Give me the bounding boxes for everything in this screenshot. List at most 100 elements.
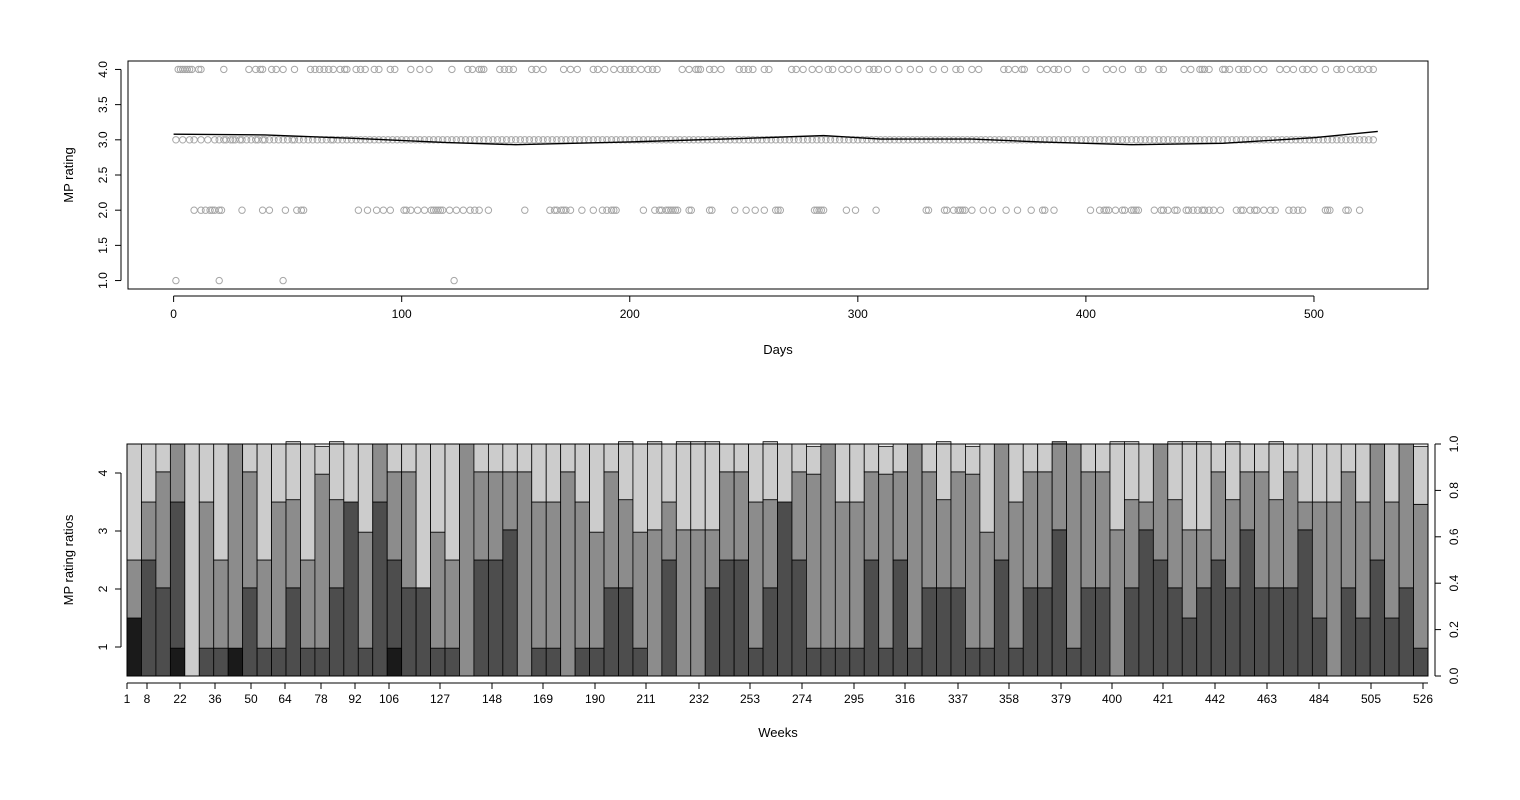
bar-segment-rating-4 xyxy=(589,443,605,533)
scatter-point-rating-2 xyxy=(297,206,305,214)
scatter-point-rating-2 xyxy=(459,206,467,214)
bar-segment-rating-2 xyxy=(1268,587,1284,677)
scatter-point-rating-3 xyxy=(767,136,775,144)
scatter-point-rating-3 xyxy=(425,136,433,144)
scatter-point-rating-4 xyxy=(528,65,536,74)
scatter-point-rating-2 xyxy=(742,206,750,214)
scatter-point-rating-2 xyxy=(708,206,716,214)
bar-segment-rating-2 xyxy=(314,647,330,677)
scatter-point-rating-4 xyxy=(375,65,383,74)
bar-segment-rating-2 xyxy=(1384,617,1400,677)
scatter-point-rating-4 xyxy=(694,65,702,74)
scatter-x-axis-label: Days xyxy=(763,342,793,357)
scatter-point-rating-2 xyxy=(1118,206,1127,214)
bar-segment-rating-3 xyxy=(386,471,403,561)
bar-plot-frame xyxy=(126,443,1429,677)
bar-x-tick-label: 148 xyxy=(482,692,502,706)
scatter-point-rating-2 xyxy=(258,206,267,214)
scatter-point-rating-2 xyxy=(760,206,768,214)
scatter-point-rating-3 xyxy=(1342,136,1350,144)
scatter-point-rating-2 xyxy=(281,206,290,214)
scatter-point-rating-4 xyxy=(391,65,399,74)
bar-segment-rating-4 xyxy=(487,443,504,473)
bar-segment-rating-3 xyxy=(921,471,937,589)
scatter-point-rating-3 xyxy=(863,136,871,144)
scatter-point-rating-4 xyxy=(256,65,264,74)
bar-segment-rating-2 xyxy=(1051,529,1068,677)
bar-segment-rating-3 xyxy=(1413,503,1429,649)
scatter-point-rating-3 xyxy=(1333,136,1341,144)
bar-x-tick-label: 337 xyxy=(948,692,968,706)
scatter-point-rating-3 xyxy=(1136,136,1145,144)
scatter-point-rating-2 xyxy=(190,206,198,214)
bar-segment-rating-2 xyxy=(574,647,590,677)
bar-x-tick-label: 190 xyxy=(585,692,605,706)
scatter-point-rating-4 xyxy=(765,65,773,74)
bar-segment-rating-3 xyxy=(328,499,345,589)
scatter-point-rating-3 xyxy=(480,136,488,144)
bar-segment-rating-4 xyxy=(1297,443,1313,503)
scatter-y-tick-label: 1.5 xyxy=(96,237,110,254)
bar-segment-rating-3 xyxy=(1311,501,1328,619)
scatter-point-rating-2 xyxy=(1289,206,1298,214)
bar-segment-rating-2 xyxy=(372,501,388,677)
bar-segment-rating-2 xyxy=(1311,617,1328,677)
bar-segment-rating-2 xyxy=(386,559,403,649)
scatter-point-rating-3 xyxy=(338,136,347,144)
scatter-point-rating-3 xyxy=(329,136,337,144)
scatter-point-rating-2 xyxy=(1111,206,1120,214)
bar-segment-rating-3 xyxy=(1340,471,1357,589)
scatter-point-rating-3 xyxy=(1013,136,1022,144)
scatter-point-rating-4 xyxy=(539,65,547,74)
bar-segment-rating-4 xyxy=(1210,443,1227,473)
scatter-point-rating-4 xyxy=(854,65,862,74)
bar-segment-rating-2 xyxy=(1413,647,1429,677)
scatter-point-rating-4 xyxy=(870,65,878,74)
scatter-point-rating-3 xyxy=(343,136,351,144)
bar-segment-rating-3 xyxy=(1254,471,1270,589)
bar-segment-rating-4 xyxy=(343,443,359,503)
scatter-point-rating-3 xyxy=(1109,136,1118,144)
scatter-point-rating-4 xyxy=(1159,65,1168,74)
bar-segment-rating-2 xyxy=(1022,587,1039,677)
scatter-plot: 0 100 200 300 400 500 1.0 1.5 2.0 2.5 3.0 3.5 4.0 D… xyxy=(61,60,1429,357)
bar-segment-rating-3 xyxy=(1268,499,1284,589)
scatter-point-rating-1 xyxy=(279,276,287,285)
bar-segment-rating-4 xyxy=(1413,445,1429,505)
bar-x-tick-label: 379 xyxy=(1051,692,1071,706)
scatter-point-rating-4 xyxy=(315,65,324,74)
scatter-point-rating-2 xyxy=(979,206,987,214)
scatter-point-rating-4 xyxy=(940,65,949,74)
bar-segment-rating-1 xyxy=(126,617,142,677)
scatter-point-rating-4 xyxy=(356,65,365,74)
scatter-point-rating-3 xyxy=(726,136,734,144)
scatter-point-rating-4 xyxy=(1221,65,1229,74)
bar-segment-rating-4 xyxy=(328,441,345,501)
scatter-point-rating-4 xyxy=(509,65,518,74)
scatter-point-rating-4 xyxy=(653,65,661,74)
bar-segment-rating-3 xyxy=(198,501,215,649)
bar-segment-rating-3 xyxy=(589,531,605,649)
bar-segment-rating-3 xyxy=(1152,443,1169,561)
scatter-plot-frame xyxy=(127,60,1429,290)
scatter-point-rating-4 xyxy=(824,65,832,74)
scatter-point-rating-3 xyxy=(179,136,187,144)
bar-segment-rating-4 xyxy=(748,443,764,503)
scatter-point-rating-4 xyxy=(329,65,337,74)
scatter-point-rating-3 xyxy=(190,136,198,144)
bar-segment-rating-3 xyxy=(661,501,677,561)
bar-segment-rating-2 xyxy=(1283,587,1299,677)
bar-segment-rating-3 xyxy=(1297,501,1313,531)
bar-segment-rating-3 xyxy=(993,443,1010,561)
scatter-point-rating-3 xyxy=(1346,136,1355,144)
bar-left-y-tick-label: 2 xyxy=(96,585,110,592)
scatter-point-rating-4 xyxy=(477,65,486,74)
scatter-point-rating-3 xyxy=(1105,136,1113,144)
bar-segment-rating-3 xyxy=(1326,501,1342,677)
scatter-point-rating-2 xyxy=(961,206,969,214)
scatter-point-rating-4 xyxy=(1310,65,1318,74)
scatter-points xyxy=(172,65,1378,285)
scatter-point-rating-2 xyxy=(1171,206,1179,214)
scatter-point-rating-2 xyxy=(1173,206,1181,214)
scatter-point-rating-4 xyxy=(320,65,328,74)
